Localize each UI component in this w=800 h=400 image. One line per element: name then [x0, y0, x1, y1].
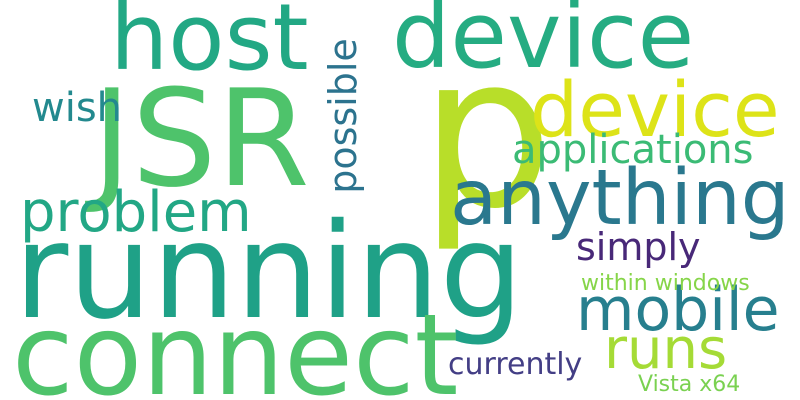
word-simply: simply — [576, 225, 701, 269]
word-within-windows: within windows — [581, 271, 750, 296]
word-connect: connect — [12, 291, 459, 400]
word-host: host — [110, 0, 309, 91]
word-running: running — [14, 195, 524, 349]
word-problem: problem — [20, 180, 252, 245]
word-mobile: mobile — [576, 275, 780, 345]
word-vista-x64: Vista x64 — [638, 372, 741, 397]
word-device-yellow: device — [530, 65, 780, 154]
word-p: p — [420, 10, 554, 255]
word-possible: possible — [320, 38, 365, 194]
word-anything: anything — [450, 154, 790, 243]
word-device-top: device — [392, 0, 695, 89]
word-runs: runs — [604, 317, 728, 382]
word-jsr: JSR — [92, 61, 310, 217]
word-applications: applications — [512, 127, 754, 173]
word-wish: wish — [32, 85, 123, 131]
word-currently: currently — [448, 347, 583, 382]
